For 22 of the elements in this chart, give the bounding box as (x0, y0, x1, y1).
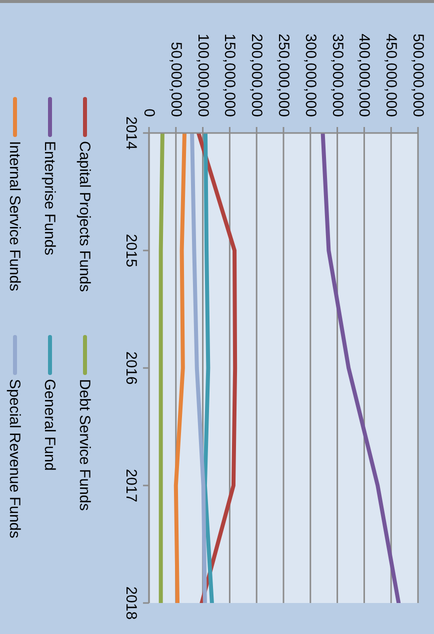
x-tick-label: 0 (140, 108, 158, 117)
legend-label: General Fund (41, 379, 58, 471)
y-tick-label: 2018 (122, 586, 140, 620)
legend-label: Enterprise Funds (41, 141, 58, 256)
x-tick-label: 150,000,000 (221, 34, 238, 117)
x-tick-label: 450,000,000 (382, 34, 400, 117)
x-tick-label: 300,000,000 (302, 34, 319, 117)
x-tick-label: 400,000,000 (356, 34, 373, 117)
x-tick-label: 250,000,000 (275, 34, 292, 117)
x-tick-label: 350,000,000 (328, 34, 346, 117)
y-tick-label: 2015 (122, 234, 140, 268)
y-tick-label: 2017 (122, 468, 140, 502)
x-tick-label: 50,000,000 (167, 42, 184, 117)
legend-label: Internal Service Funds (6, 141, 23, 292)
x-tick-label: 100,000,000 (194, 34, 212, 117)
legend-label: Special Revenue Funds (6, 379, 23, 538)
x-tick-label: 200,000,000 (248, 34, 266, 117)
y-tick-label: 2016 (122, 351, 140, 385)
y-tick-label: 2014 (122, 116, 140, 150)
x-tick-label: 500,000,000 (410, 34, 426, 117)
legend-label: Debt Service Funds (76, 379, 93, 511)
legend-label: Capital Projects Funds (76, 141, 93, 292)
